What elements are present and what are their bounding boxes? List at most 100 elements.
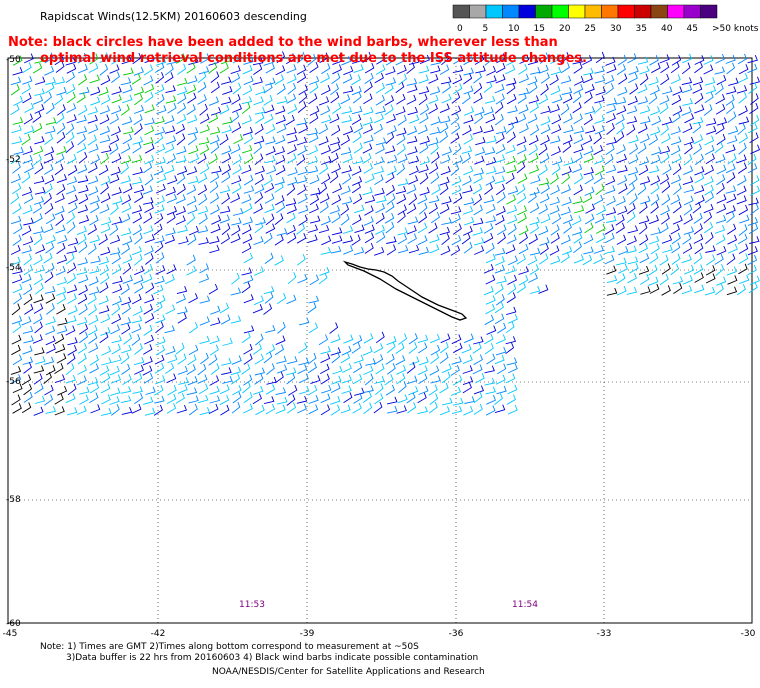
wind-barb [132,136,144,145]
wind-barb [671,242,681,254]
wind-barb [134,343,143,355]
wind-barb [472,126,483,135]
wind-barb [572,91,582,104]
wind-barb [153,165,164,176]
wind-barb [340,185,351,195]
wind-barb [12,203,22,215]
wind-barb [186,387,198,396]
wind-barb [255,112,265,124]
wind-barb [56,286,67,296]
wind-barb [486,325,497,335]
wind-barb [351,166,362,176]
wind-barb [439,382,449,394]
wind-barb [428,195,440,204]
legend-swatch [452,4,470,19]
wind-barb [747,217,758,226]
wind-barb [23,335,34,344]
wind-barb [210,81,220,94]
wind-barb [321,114,332,124]
wind-barb [166,373,177,384]
wind-barb [296,395,308,404]
wind-barb [67,345,77,356]
wind-barb [714,254,724,265]
wind-barb [87,293,97,305]
wind-barb [254,165,265,175]
wind-barb [265,344,276,355]
wind-barb [343,245,354,255]
wind-barb [211,165,222,174]
wind-barb [659,54,670,64]
wind-barb [275,154,286,165]
wind-barb [243,185,255,194]
wind-barb [286,394,296,406]
wind-barb [363,365,374,375]
wind-speed-legend: 0 5 10 15 20 25 30 35 40 45 >50 knots [452,4,759,34]
wind-barb [21,274,32,284]
wind-barb [736,284,746,296]
wind-barb [120,283,130,295]
wind-barb [407,146,418,155]
wind-barb [110,166,121,176]
wind-barb [695,195,705,206]
wind-barb [486,75,497,84]
wind-barb [494,283,504,295]
legend-swatch [617,4,635,19]
wind-barb [23,253,32,266]
wind-barb [549,196,560,206]
wind-barb [627,273,637,284]
wind-barb [539,237,550,246]
wind-barb [111,354,122,363]
wind-barb [605,83,614,95]
wind-barb [275,387,287,396]
wind-barb [494,404,506,414]
wind-barb [77,233,87,245]
lon-tick: -42 [151,629,166,639]
wind-barb [494,113,504,126]
wind-barb [155,265,166,275]
wind-barb [155,314,166,324]
wind-barb [354,204,365,214]
wind-barb [725,163,736,174]
wind-barb [89,215,99,226]
wind-barb [418,202,428,215]
wind-barb [144,54,155,64]
wind-barb [439,226,451,236]
wind-barb [186,104,196,116]
wind-barb [43,91,52,104]
wind-barb [375,82,385,94]
wind-barb [387,154,398,164]
wind-barb [585,203,595,214]
wind-barb [648,215,659,225]
wind-barb [409,114,420,124]
wind-barb [100,223,111,234]
wind-barb [573,205,585,214]
wind-barb [573,152,583,164]
wind-barb [46,303,55,315]
wind-barb [419,54,430,65]
wind-barb [21,374,32,386]
wind-barb [22,236,34,246]
wind-barb [176,286,188,295]
wind-barb [539,243,549,255]
wind-barb [340,94,351,105]
wind-barb [231,401,241,414]
wind-barb [684,113,695,124]
wind-barb [54,205,65,216]
wind-barb [682,243,693,254]
wind-barb [33,213,43,224]
wind-barb [44,203,54,215]
wind-barb [120,175,131,184]
wind-barb [705,153,715,165]
wind-barb [67,337,78,346]
wind-barb [583,234,594,245]
wind-barb [508,116,519,126]
wind-barb [463,241,473,254]
wind-barb [497,232,506,245]
legend-swatch [502,4,520,19]
wind-barb [516,113,527,124]
wind-barb [12,383,23,394]
wind-barb [209,395,221,404]
wind-barb [154,62,165,73]
wind-barb [265,146,276,156]
wind-barb [197,173,208,184]
